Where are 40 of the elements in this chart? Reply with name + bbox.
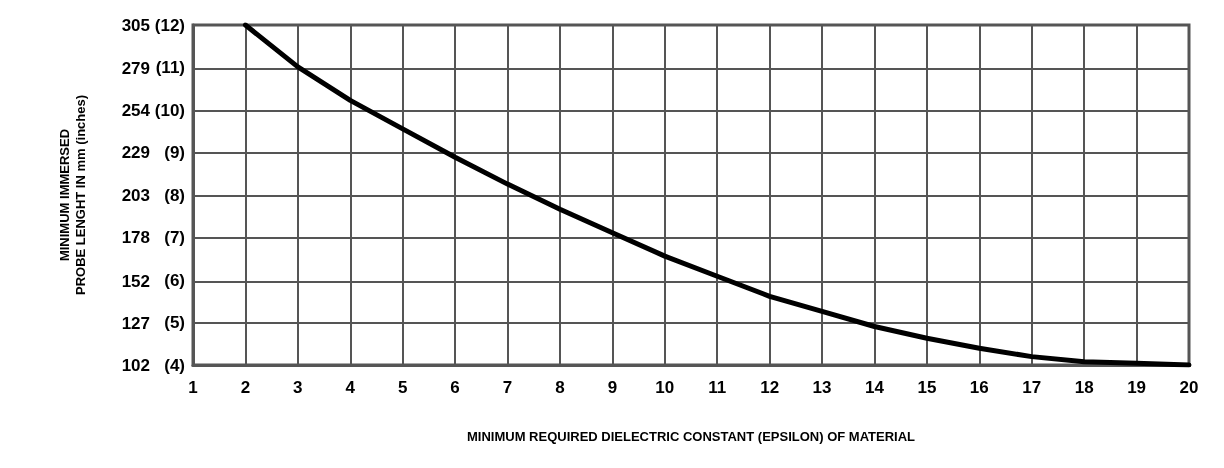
y2-tick-label: (10) [154, 100, 185, 120]
x-tick-label: 15 [917, 378, 937, 397]
x-tick-label: 10 [655, 378, 675, 397]
y2-tick-label: (4) [164, 355, 185, 375]
x-tick-label: 19 [1127, 378, 1147, 397]
y-tick-label: 279 [121, 59, 150, 79]
x-tick-label: 4 [345, 378, 356, 397]
y2-tick-label: (11) [155, 58, 185, 77]
x-tick-label: 6 [450, 378, 460, 397]
y-tick-label: 203 [121, 186, 150, 206]
y2-tick-label: (7) [164, 228, 185, 247]
y-axis-title: MINIMUM IMMERSED PROBE LENGHT IN mm (inches) [56, 94, 88, 296]
x-tick-label: 13 [812, 378, 832, 397]
y2-tick-label: (5) [164, 313, 185, 332]
y2-tick-label: (8) [164, 185, 185, 205]
x-tick-label: 17 [1022, 378, 1042, 397]
y2-tick-label: (12) [154, 15, 185, 35]
y-tick-label: 152 [121, 271, 150, 291]
x-axis-title: MINIMUM REQUIRED DIELECTRIC CONSTANT (EPSILON) OF MATERIAL [467, 429, 916, 444]
x-tick-label: 9 [607, 378, 618, 397]
y2-tick-label: (9) [164, 143, 185, 162]
x-tick-label: 12 [760, 378, 780, 397]
x-tick-label: 2 [240, 378, 251, 397]
y-tick-label: 305 [121, 15, 150, 35]
x-tick-label: 7 [502, 378, 513, 397]
y-tick-label: 178 [121, 228, 150, 248]
x-tick-label: 20 [1179, 378, 1199, 397]
y-tick-label: 127 [121, 313, 150, 333]
x-tick-label: 14 [865, 378, 885, 397]
x-tick-label: 8 [555, 378, 565, 397]
y-tick-label: 229 [121, 142, 150, 162]
y-tick-label: 254 [121, 100, 151, 120]
x-tick-label: 1 [188, 378, 198, 397]
x-tick-label: 16 [969, 378, 989, 397]
x-tick-label: 11 [708, 378, 727, 397]
x-tick-label: 18 [1074, 378, 1094, 397]
y-tick-label: 102 [121, 355, 150, 375]
x-tick-label: 5 [397, 378, 408, 397]
y2-tick-label: (6) [164, 270, 185, 290]
x-tick-label: 3 [293, 378, 303, 397]
